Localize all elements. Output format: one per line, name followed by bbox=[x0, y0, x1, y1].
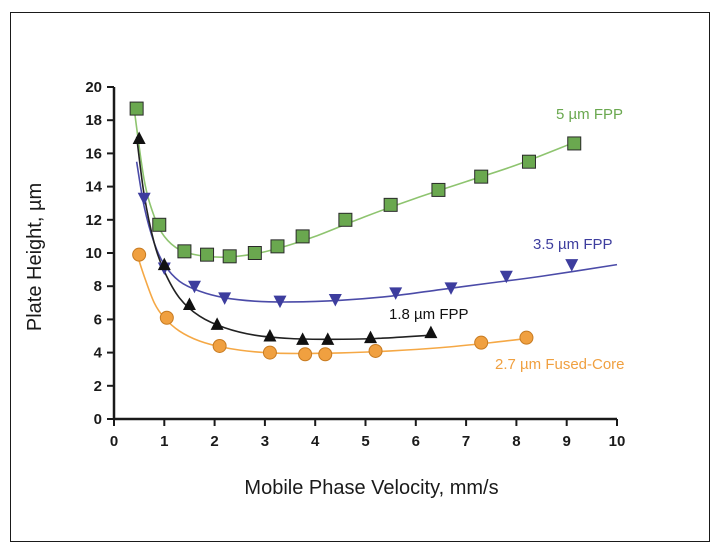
point-1-8-m-fpp bbox=[321, 332, 335, 345]
point-2-7-m-fused-core bbox=[212, 338, 227, 353]
point-5-m-fpp bbox=[177, 244, 192, 259]
point-1-8-m-fpp bbox=[263, 329, 277, 342]
y-tick-label: 18 bbox=[85, 112, 102, 129]
fit-line-1-8-m-fpp bbox=[135, 136, 431, 341]
point-5-m-fpp bbox=[474, 169, 489, 184]
point-2-7-m-fused-core bbox=[132, 247, 147, 262]
y-tick-label: 8 bbox=[94, 278, 102, 295]
point-1-8-m-fpp bbox=[424, 325, 438, 339]
x-tick-label: 9 bbox=[563, 433, 571, 450]
series-label-1-8-m-fpp: 1.8 µm FPP bbox=[389, 306, 469, 323]
point-2-7-m-fused-core bbox=[159, 310, 174, 325]
y-tick-label: 6 bbox=[94, 311, 102, 328]
fit-line-5-m-fpp bbox=[133, 108, 573, 259]
point-1-8-m-fpp bbox=[364, 330, 378, 344]
point-5-m-fpp bbox=[338, 212, 353, 227]
point-3-5-m-fpp bbox=[218, 292, 232, 305]
point-2-7-m-fused-core bbox=[262, 345, 277, 360]
y-tick-label: 0 bbox=[94, 411, 102, 428]
fit-line-2-7-m-fused-core bbox=[135, 252, 527, 355]
point-3-5-m-fpp bbox=[137, 192, 151, 206]
point-2-7-m-fused-core bbox=[474, 335, 489, 350]
point-3-5-m-fpp bbox=[565, 259, 579, 272]
y-tick-label: 12 bbox=[85, 212, 102, 229]
point-3-5-m-fpp bbox=[328, 293, 342, 307]
point-5-m-fpp bbox=[521, 154, 536, 169]
point-3-5-m-fpp bbox=[187, 280, 201, 294]
point-5-m-fpp bbox=[270, 239, 285, 254]
point-3-5-m-fpp bbox=[444, 282, 458, 295]
y-axis-title: Plate Height, µm bbox=[24, 183, 46, 331]
x-tick-label: 10 bbox=[609, 433, 626, 450]
y-tick-label: 4 bbox=[94, 345, 103, 362]
point-5-m-fpp bbox=[295, 229, 310, 244]
series-labels: 5 µm FPP 3.5 µm FPP 1.8 µm FPP 2.7 µm Fused… bbox=[389, 106, 625, 373]
fit-line-3-5-m-fpp bbox=[135, 161, 618, 303]
point-2-7-m-fused-core bbox=[318, 347, 333, 362]
point-2-7-m-fused-core bbox=[368, 343, 383, 358]
point-1-8-m-fpp bbox=[132, 131, 146, 144]
point-1-8-m-fpp bbox=[210, 317, 224, 330]
point-2-7-m-fused-core bbox=[298, 347, 313, 362]
y-tick-label: 14 bbox=[85, 179, 102, 196]
point-5-m-fpp bbox=[383, 197, 398, 212]
x-tick-label: 2 bbox=[210, 433, 218, 450]
point-5-m-fpp bbox=[431, 182, 446, 197]
x-tick-label: 6 bbox=[412, 433, 420, 450]
point-2-7-m-fused-core bbox=[519, 330, 534, 345]
x-tick-label: 5 bbox=[361, 433, 369, 450]
series-label-5-m-fpp: 5 µm FPP bbox=[556, 106, 623, 123]
point-5-m-fpp bbox=[222, 249, 237, 264]
point-1-8-m-fpp bbox=[157, 257, 171, 271]
series-label-3-5-m-fpp: 3.5 µm FPP bbox=[533, 236, 613, 253]
chart-frame: 0 1 2 3 4 5 6 7 8 9 10 0 2 4 6 8 10 12 14 16 18 20 5 µm FPP 3.… bbox=[10, 12, 710, 542]
x-tick-label: 3 bbox=[261, 433, 269, 450]
x-axis-title: Mobile Phase Velocity, mm/s bbox=[244, 477, 498, 499]
point-1-8-m-fpp bbox=[296, 332, 310, 345]
x-tick-label: 8 bbox=[512, 433, 520, 450]
x-tick-label: 7 bbox=[462, 433, 470, 450]
point-5-m-fpp bbox=[247, 246, 262, 260]
y-tick-label: 20 bbox=[85, 79, 102, 96]
point-1-8-m-fpp bbox=[182, 297, 196, 310]
y-tick-label: 16 bbox=[85, 145, 102, 162]
x-tick-label: 0 bbox=[110, 433, 118, 450]
point-5-m-fpp bbox=[129, 101, 144, 116]
fit-curves bbox=[133, 108, 618, 355]
point-5-m-fpp bbox=[152, 217, 167, 232]
data-markers bbox=[129, 101, 582, 362]
point-3-5-m-fpp bbox=[389, 287, 403, 300]
point-3-5-m-fpp bbox=[273, 295, 287, 309]
y-tick-label: 2 bbox=[94, 378, 102, 395]
point-5-m-fpp bbox=[200, 247, 215, 262]
x-tick-label: 1 bbox=[160, 433, 168, 450]
point-5-m-fpp bbox=[567, 136, 582, 151]
x-tick-label: 4 bbox=[311, 433, 320, 450]
series-label-2-7-m-fused-core: 2.7 µm Fused-Core bbox=[495, 356, 625, 373]
y-tick-label: 10 bbox=[85, 245, 102, 262]
point-3-5-m-fpp bbox=[499, 270, 513, 284]
